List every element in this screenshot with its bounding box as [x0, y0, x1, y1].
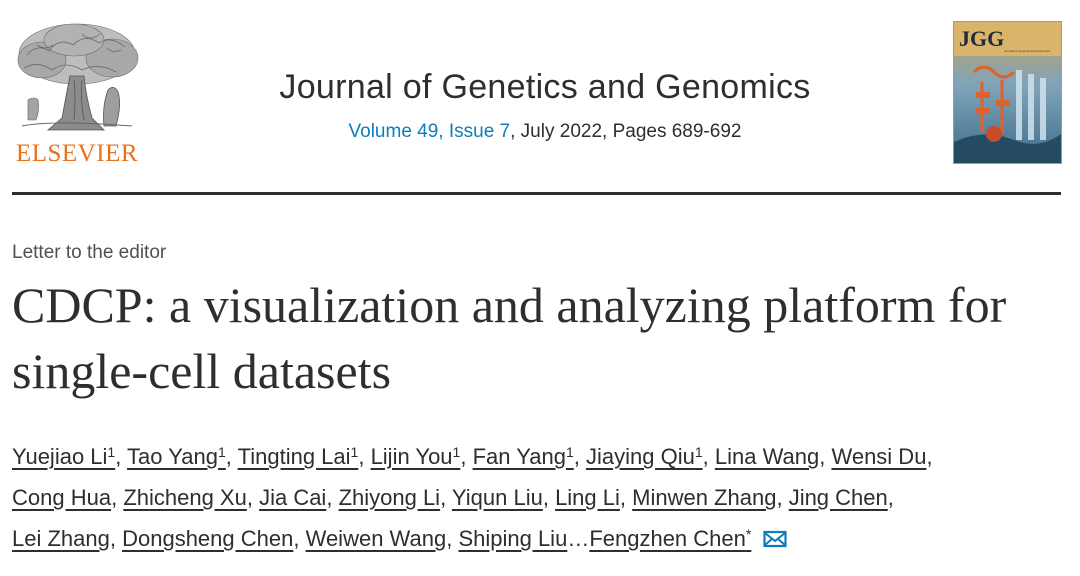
elsevier-logo[interactable]: ELSEVIER [12, 20, 142, 167]
author-link[interactable]: Cong Hua [12, 485, 112, 510]
elsevier-wordmark: ELSEVIER [15, 140, 139, 167]
volume-issue-link[interactable]: Volume 49, Issue 7 [348, 121, 511, 142]
author-link[interactable]: Minwen Zhang [632, 485, 777, 510]
author-link[interactable]: Yiqun Liu [451, 485, 543, 510]
author-link[interactable]: Ling Li [555, 485, 620, 510]
author-link[interactable]: Lei Zhang [12, 526, 110, 551]
author-list: Yuejiao Li1, Tao Yang1, Tingting Lai1, L… [12, 436, 1068, 561]
author-link[interactable]: Lina Wang [714, 444, 820, 469]
author-link[interactable]: Jia Cai [259, 485, 327, 510]
author-link[interactable]: Fan Yang1 [472, 444, 574, 469]
article-title: CDCP: a visualization and analyzing plat… [12, 277, 1007, 399]
author-link[interactable]: Wensi Du [831, 444, 927, 469]
author-link[interactable]: Lijin You1 [370, 444, 461, 469]
author-link[interactable]: Zhiyong Li [338, 485, 441, 510]
author-link[interactable]: Dongsheng Chen [122, 526, 294, 551]
header-divider [12, 192, 1061, 195]
journal-info: Journal of Genetics and Genomics Volume … [160, 68, 930, 143]
journal-header: ELSEVIER Journal of Genetics and Genomic… [0, 0, 1080, 196]
cover-subtitle: Journal of Genetics and Genomics [1004, 49, 1051, 53]
tree-of-knowledge-icon [17, 23, 139, 131]
author-link[interactable]: Weiwen Wang [305, 526, 447, 551]
author-link[interactable]: Jiaying Qiu1 [585, 444, 703, 469]
journal-cover[interactable]: JGG Journal of Genetics and Genomics [953, 21, 1062, 164]
author-link[interactable]: Tingting Lai1 [237, 444, 359, 469]
issue-date-pages: , July 2022, Pages 689-692 [510, 121, 742, 142]
article-type: Letter to the editor [12, 242, 167, 263]
author-link[interactable]: Zhicheng Xu [123, 485, 247, 510]
author-link[interactable]: Shiping Liu [458, 526, 568, 551]
journal-title[interactable]: Journal of Genetics and Genomics [279, 68, 811, 106]
authors-ellipsis[interactable]: … [567, 526, 590, 551]
journal-cover-image: JGG Journal of Genetics and Genomics [954, 22, 1061, 163]
journal-issue-line: Volume 49, Issue 7, July 2022, Pages 689… [160, 121, 930, 143]
author-link[interactable]: Tao Yang1 [127, 444, 226, 469]
email-icon[interactable] [763, 520, 788, 561]
author-link[interactable]: Yuejiao Li1 [12, 444, 116, 469]
author-link[interactable]: Jing Chen [788, 485, 888, 510]
corresponding-author-link[interactable]: Fengzhen Chen* [589, 526, 752, 551]
cover-jgg-text: JGG [959, 26, 1004, 51]
